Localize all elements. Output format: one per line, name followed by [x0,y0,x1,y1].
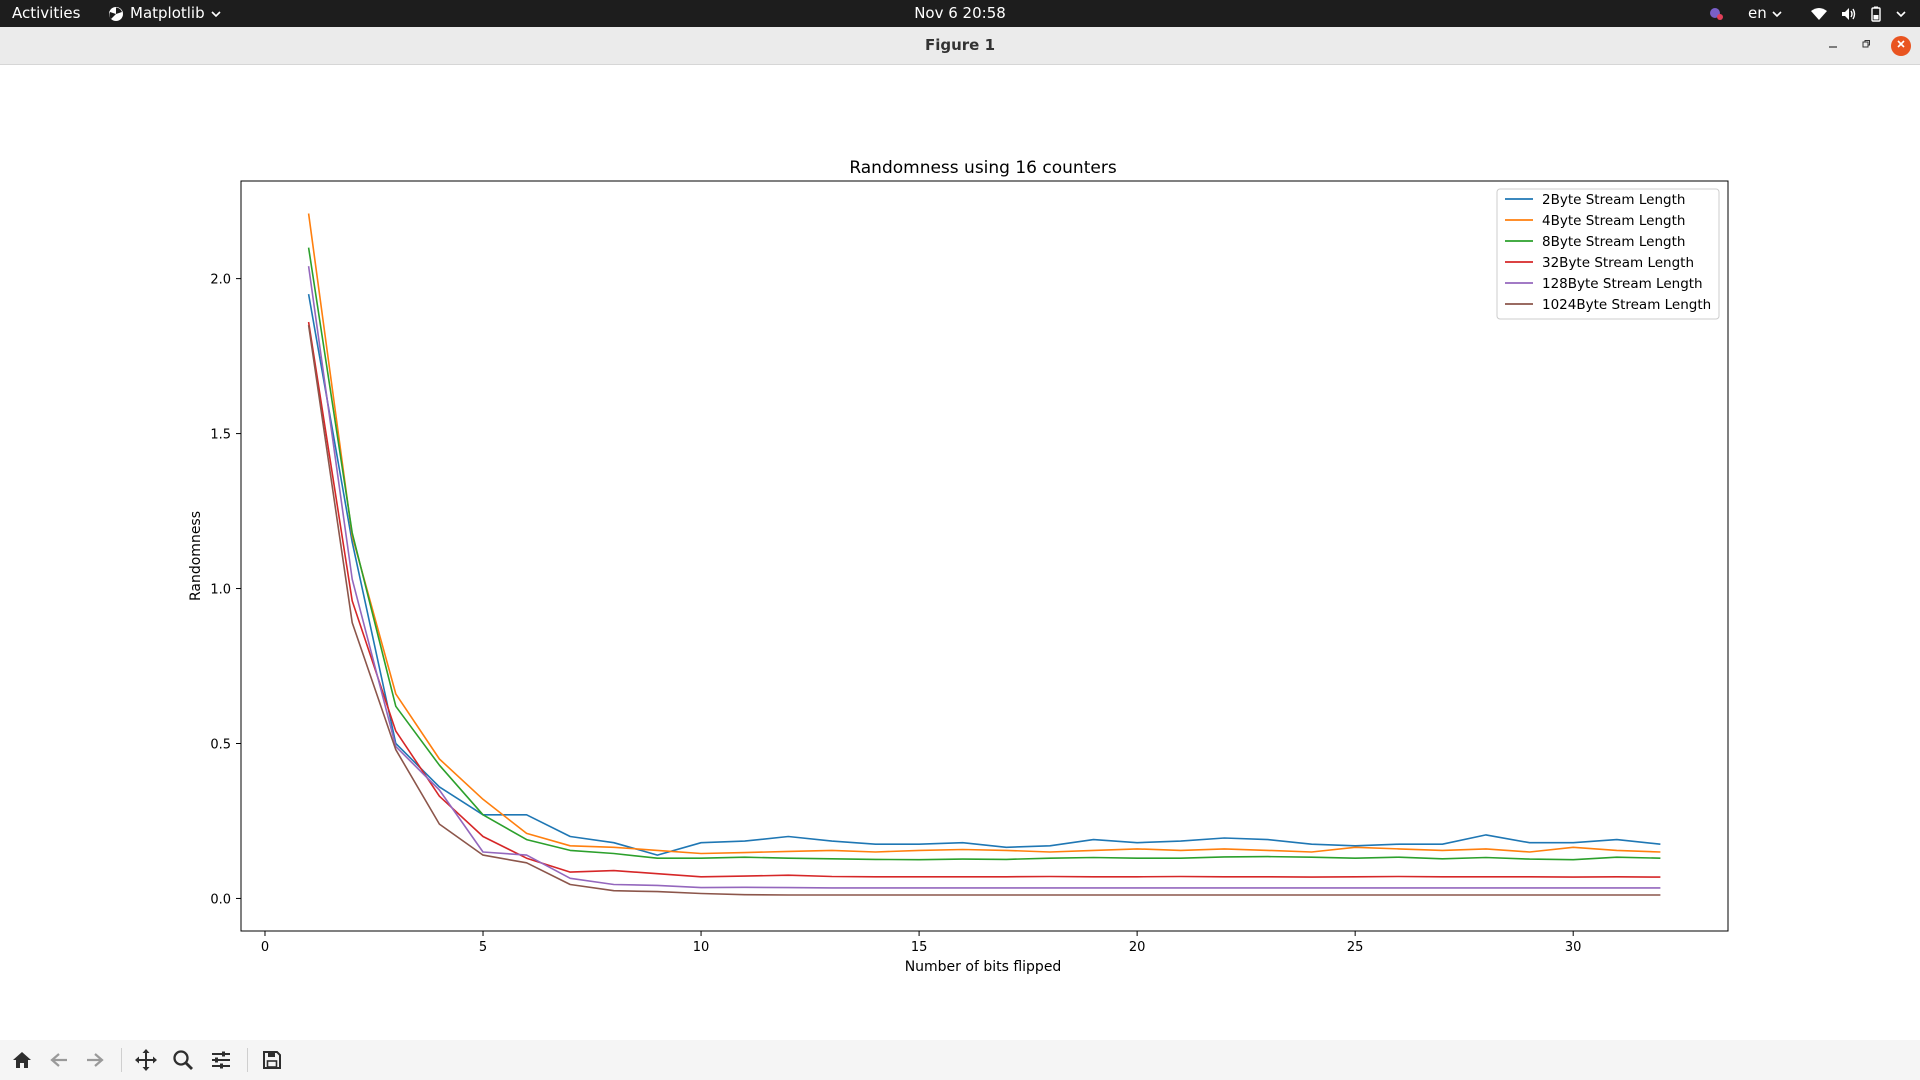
x-tick-label: 5 [479,940,487,955]
legend-label: 128Byte Stream Length [1542,276,1703,292]
matplotlib-logo-icon [109,6,123,21]
x-axis: 0 5 10 15 20 25 30 [261,931,1582,955]
x-tick-label: 30 [1565,940,1582,955]
series-line-4 [307,266,1661,889]
configure-subplots-button[interactable] [207,1046,235,1074]
zoom-button[interactable] [169,1046,197,1074]
minimize-icon [1829,46,1837,48]
y-axis-label: Randomness [188,511,204,601]
figure-canvas[interactable]: Randomness using 16 counters 0 5 10 15 20 25 3… [0,65,1920,1040]
legend-label: 4Byte Stream Length [1542,213,1685,229]
close-button[interactable] [1891,36,1911,56]
series-line-2 [307,247,1661,861]
restore-icon [1862,40,1870,48]
privacy-indicator-icon [1710,7,1723,20]
y-tick-label: 1.0 [210,583,231,598]
x-tick-label: 25 [1347,940,1364,955]
maximize-button[interactable] [1856,36,1876,56]
close-icon [1897,40,1905,48]
navigation-toolbar [0,1040,1920,1080]
axes-frame [240,180,1729,932]
plot-lines [307,213,1661,896]
chart-title: Randomness using 16 counters [849,158,1117,178]
system-status-menu[interactable] [1810,0,1906,27]
app-menu[interactable]: Matplotlib [108,0,221,27]
forward-button[interactable] [81,1046,109,1074]
minimize-button[interactable] [1823,36,1843,56]
chevron-down-icon [211,10,221,17]
move-icon [135,1049,157,1071]
legend-label: 8Byte Stream Length [1542,234,1685,250]
save-figure-button[interactable] [258,1046,286,1074]
home-icon [13,1052,31,1068]
legend: 2Byte Stream Length 4Byte Stream Length 8B… [1496,188,1720,320]
back-button[interactable] [45,1046,73,1074]
y-axis: 0.0 0.5 1.0 1.5 2.0 [210,273,241,907]
series-line-3 [307,321,1661,878]
x-tick-label: 15 [911,940,928,955]
app-menu-label: Matplotlib [130,4,205,22]
save-icon [263,1051,281,1069]
x-tick-label: 10 [693,940,710,955]
chevron-down-icon [1772,10,1782,17]
legend-label: 1024Byte Stream Length [1542,297,1711,313]
home-button[interactable] [8,1046,36,1074]
magnifier-icon [173,1050,193,1070]
x-tick-label: 20 [1129,940,1146,955]
system-top-bar: Activities Matplotlib Nov 6 20:58 en [0,0,1920,27]
x-axis-label: Number of bits flipped [905,959,1062,975]
arrow-right-icon [87,1053,104,1067]
series-line-1 [307,213,1661,855]
chevron-down-icon [1896,10,1906,17]
arrow-left-icon [50,1053,67,1067]
language-label: en [1748,4,1767,22]
legend-label: 32Byte Stream Length [1542,255,1694,271]
battery-icon [1871,6,1881,22]
y-tick-label: 0.5 [210,738,231,753]
window-title: Figure 1 [924,36,996,54]
toolbar-separator [121,1048,122,1072]
legend-label: 2Byte Stream Length [1542,192,1685,208]
sliders-icon [212,1051,230,1069]
y-tick-label: 2.0 [210,273,231,288]
line-chart: Randomness using 16 counters 0 5 10 15 20 25 3… [188,158,1729,975]
x-tick-label: 0 [261,940,269,955]
language-selector[interactable]: en [1748,0,1782,27]
screen-share-indicator[interactable] [1708,0,1724,27]
pan-button[interactable] [132,1046,160,1074]
y-tick-label: 0.0 [210,892,231,907]
toolbar-separator [247,1048,248,1072]
series-line-0 [307,293,1661,856]
window-title-bar[interactable]: Figure 1 [0,27,1920,65]
y-tick-label: 1.5 [210,428,231,443]
volume-icon [1842,7,1856,20]
legend-box [1496,188,1720,320]
activities-button[interactable]: Activities [12,4,81,22]
clock[interactable]: Nov 6 20:58 [914,4,1006,22]
series-line-5 [307,324,1661,896]
wifi-icon [1811,7,1827,20]
